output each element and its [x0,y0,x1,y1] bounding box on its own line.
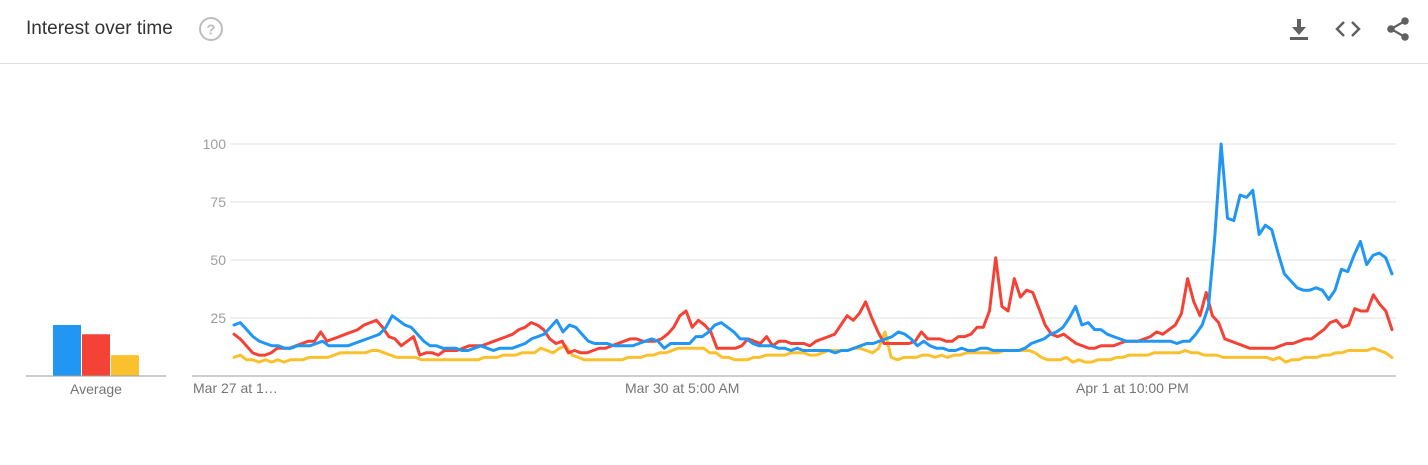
series-lines [232,142,1394,364]
average-bar-3 [111,355,139,376]
average-bar-2 [82,334,110,376]
series-line-3 [232,330,1394,364]
x-tick-label: Mar 30 at 5:00 AM [625,380,739,396]
x-axis-ticks: Mar 27 at 1… Mar 30 at 5:00 AM Apr 1 at 10… [193,380,1189,396]
y-tick-label: 25 [210,310,226,326]
series-line-2 [232,256,1394,357]
interest-over-time-chart: Average 25 50 75 100 Mar 27 at 1… Mar 30 at … [26,136,1396,397]
share-icon[interactable] [1385,16,1411,42]
svg-text:?: ? [206,22,215,39]
embed-code-icon[interactable] [1335,16,1361,42]
help-circle-icon[interactable]: ? [198,16,223,41]
average-bar-chart: Average [26,324,166,397]
average-bar-1 [53,324,81,376]
y-tick-label: 75 [210,194,226,210]
download-icon[interactable] [1286,16,1312,42]
series-line-1 [232,142,1394,355]
gridlines: 25 50 75 100 [192,136,1396,377]
x-tick-label: Apr 1 at 10:00 PM [1076,380,1189,396]
average-label: Average [70,381,122,397]
x-tick-label: Mar 27 at 1… [193,380,278,396]
chart-header: Interest over time ? [0,0,1428,64]
y-tick-label: 50 [210,252,226,268]
y-tick-label: 100 [203,136,227,152]
chart-title: Interest over time [26,18,173,39]
